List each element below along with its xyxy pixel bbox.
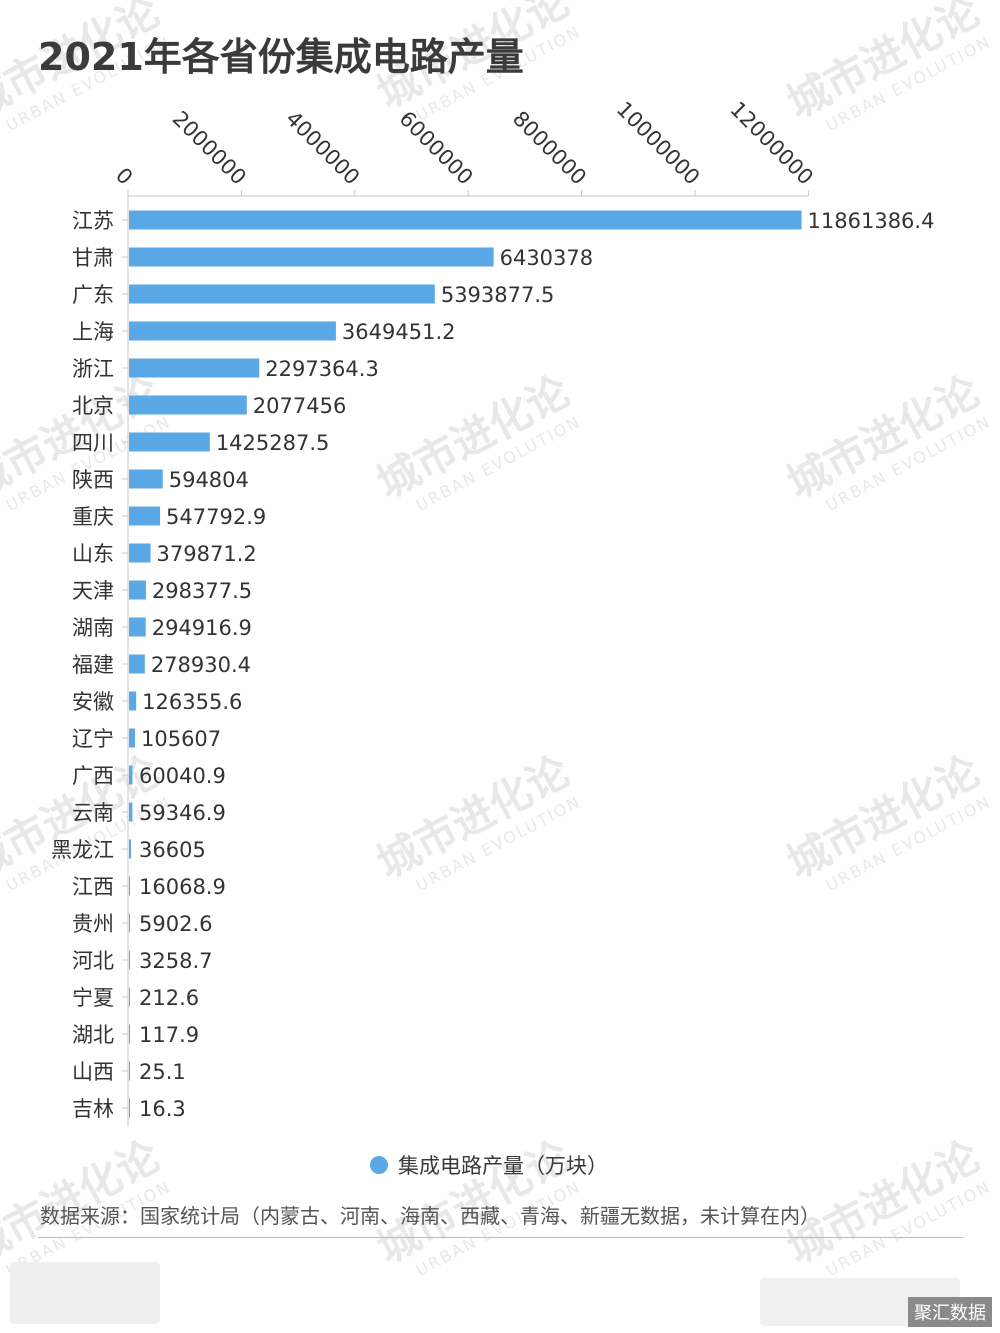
category-label: 北京 — [72, 394, 114, 418]
category-label: 河北 — [72, 949, 114, 973]
category-label: 江西 — [72, 875, 114, 899]
data-label: 36605 — [139, 838, 206, 862]
data-label: 59346.9 — [139, 801, 226, 825]
category-label: 上海 — [72, 320, 114, 344]
bar — [129, 839, 132, 859]
bar — [129, 654, 145, 674]
category-label: 江苏 — [72, 209, 114, 233]
x-tick-label: 6000000 — [395, 106, 478, 189]
category-label: 甘肃 — [72, 246, 114, 270]
bar — [129, 1098, 130, 1118]
bar — [129, 728, 135, 748]
data-label: 278930.4 — [151, 653, 251, 677]
data-label: 2297364.3 — [265, 357, 379, 381]
x-tick-label: 10000000 — [612, 97, 705, 190]
bar — [129, 1061, 130, 1081]
corner-badge: 聚汇数据 — [908, 1297, 992, 1327]
data-label: 6430378 — [500, 246, 594, 270]
bar — [129, 617, 146, 637]
category-label: 云南 — [72, 801, 114, 825]
category-label: 安徽 — [72, 690, 114, 714]
data-label: 3258.7 — [139, 949, 212, 973]
data-label: 547792.9 — [166, 505, 266, 529]
data-label: 60040.9 — [139, 764, 226, 788]
category-label: 湖南 — [72, 616, 114, 640]
bar — [129, 210, 802, 230]
data-label: 16.3 — [139, 1097, 186, 1121]
bar — [129, 876, 130, 896]
bar — [129, 395, 247, 415]
bar — [129, 580, 146, 600]
category-label: 重庆 — [72, 505, 114, 529]
category-label: 福建 — [72, 653, 114, 677]
chart-title: 2021年各省份集成电路产量 — [38, 35, 524, 79]
category-label: 天津 — [72, 579, 114, 603]
bar — [129, 1024, 130, 1044]
bar — [129, 321, 336, 341]
data-label: 105607 — [141, 727, 221, 751]
category-label: 山东 — [72, 542, 114, 566]
bar — [129, 284, 435, 304]
data-label: 16068.9 — [139, 875, 226, 899]
category-label: 黑龙江 — [51, 838, 114, 862]
bar — [129, 247, 494, 267]
category-label: 吉林 — [72, 1097, 114, 1121]
data-label: 2077456 — [253, 394, 347, 418]
category-label: 浙江 — [72, 357, 114, 381]
data-label: 11861386.4 — [808, 209, 935, 233]
category-label: 贵州 — [72, 912, 114, 936]
bar — [129, 358, 260, 378]
bar — [129, 432, 210, 452]
data-label: 1425287.5 — [216, 431, 330, 455]
source-note: 数据来源：国家统计局（内蒙古、河南、海南、西藏、青海、新疆无数据，未计算在内） — [40, 1204, 820, 1228]
category-label: 陕西 — [72, 468, 114, 492]
data-label: 126355.6 — [142, 690, 242, 714]
legend-label: 集成电路产量（万块） — [398, 1154, 608, 1178]
data-label: 3649451.2 — [342, 320, 456, 344]
category-label: 山西 — [72, 1060, 114, 1084]
data-label: 117.9 — [139, 1023, 199, 1047]
category-label: 广西 — [72, 764, 114, 788]
data-label: 5393877.5 — [441, 283, 555, 307]
bar — [129, 950, 130, 970]
category-label: 广东 — [72, 283, 114, 307]
data-label: 294916.9 — [152, 616, 252, 640]
x-tick-label: 2000000 — [168, 106, 251, 189]
bar — [129, 765, 133, 785]
data-label: 5902.6 — [139, 912, 212, 936]
divider — [38, 1237, 963, 1238]
bar — [129, 469, 163, 489]
data-label: 594804 — [169, 468, 249, 492]
category-label: 宁夏 — [72, 986, 114, 1010]
bar — [129, 913, 130, 933]
data-label: 298377.5 — [152, 579, 252, 603]
x-tick-label: 8000000 — [508, 106, 591, 189]
bar — [129, 691, 137, 711]
legend: 集成电路产量（万块） — [370, 1150, 608, 1180]
data-label: 212.6 — [139, 986, 199, 1010]
data-label: 379871.2 — [157, 542, 257, 566]
blurred-area — [10, 1262, 160, 1324]
bar — [129, 987, 130, 1007]
svg-text:城市进化论: 城市进化论 — [369, 0, 578, 118]
category-label: 辽宁 — [72, 727, 114, 751]
category-label: 湖北 — [72, 1023, 114, 1047]
category-label: 四川 — [72, 431, 114, 455]
data-label: 25.1 — [139, 1060, 186, 1084]
bar — [129, 802, 133, 822]
bar — [129, 543, 151, 563]
legend-swatch — [370, 1156, 388, 1174]
bar — [129, 506, 161, 526]
x-tick-label: 0 — [111, 163, 137, 189]
x-tick-label: 4000000 — [281, 106, 364, 189]
